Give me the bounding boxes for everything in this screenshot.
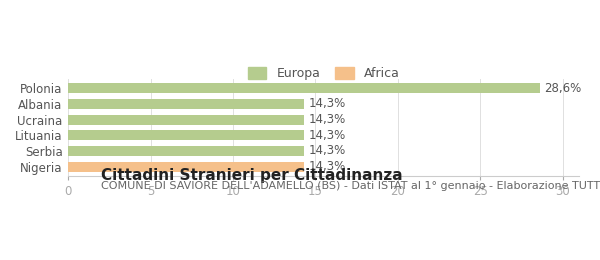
Text: COMUNE DI SAVIORE DELL'ADAMELLO (BS) - Dati ISTAT al 1° gennaio - Elaborazione T: COMUNE DI SAVIORE DELL'ADAMELLO (BS) - D… [101, 181, 600, 191]
Text: 14,3%: 14,3% [309, 98, 346, 110]
Bar [68, 130, 304, 140]
Legend: Europa, Africa: Europa, Africa [244, 64, 404, 84]
Bar [68, 115, 304, 125]
Text: 14,3%: 14,3% [309, 129, 346, 142]
Text: 28,6%: 28,6% [545, 82, 582, 95]
Bar [68, 146, 304, 156]
Text: 14,3%: 14,3% [309, 113, 346, 126]
Bar [68, 99, 304, 109]
Text: 14,3%: 14,3% [309, 160, 346, 173]
Bar [68, 161, 304, 172]
Text: Cittadini Stranieri per Cittadinanza: Cittadini Stranieri per Cittadinanza [101, 168, 403, 183]
Bar [68, 83, 539, 93]
Text: 14,3%: 14,3% [309, 145, 346, 158]
